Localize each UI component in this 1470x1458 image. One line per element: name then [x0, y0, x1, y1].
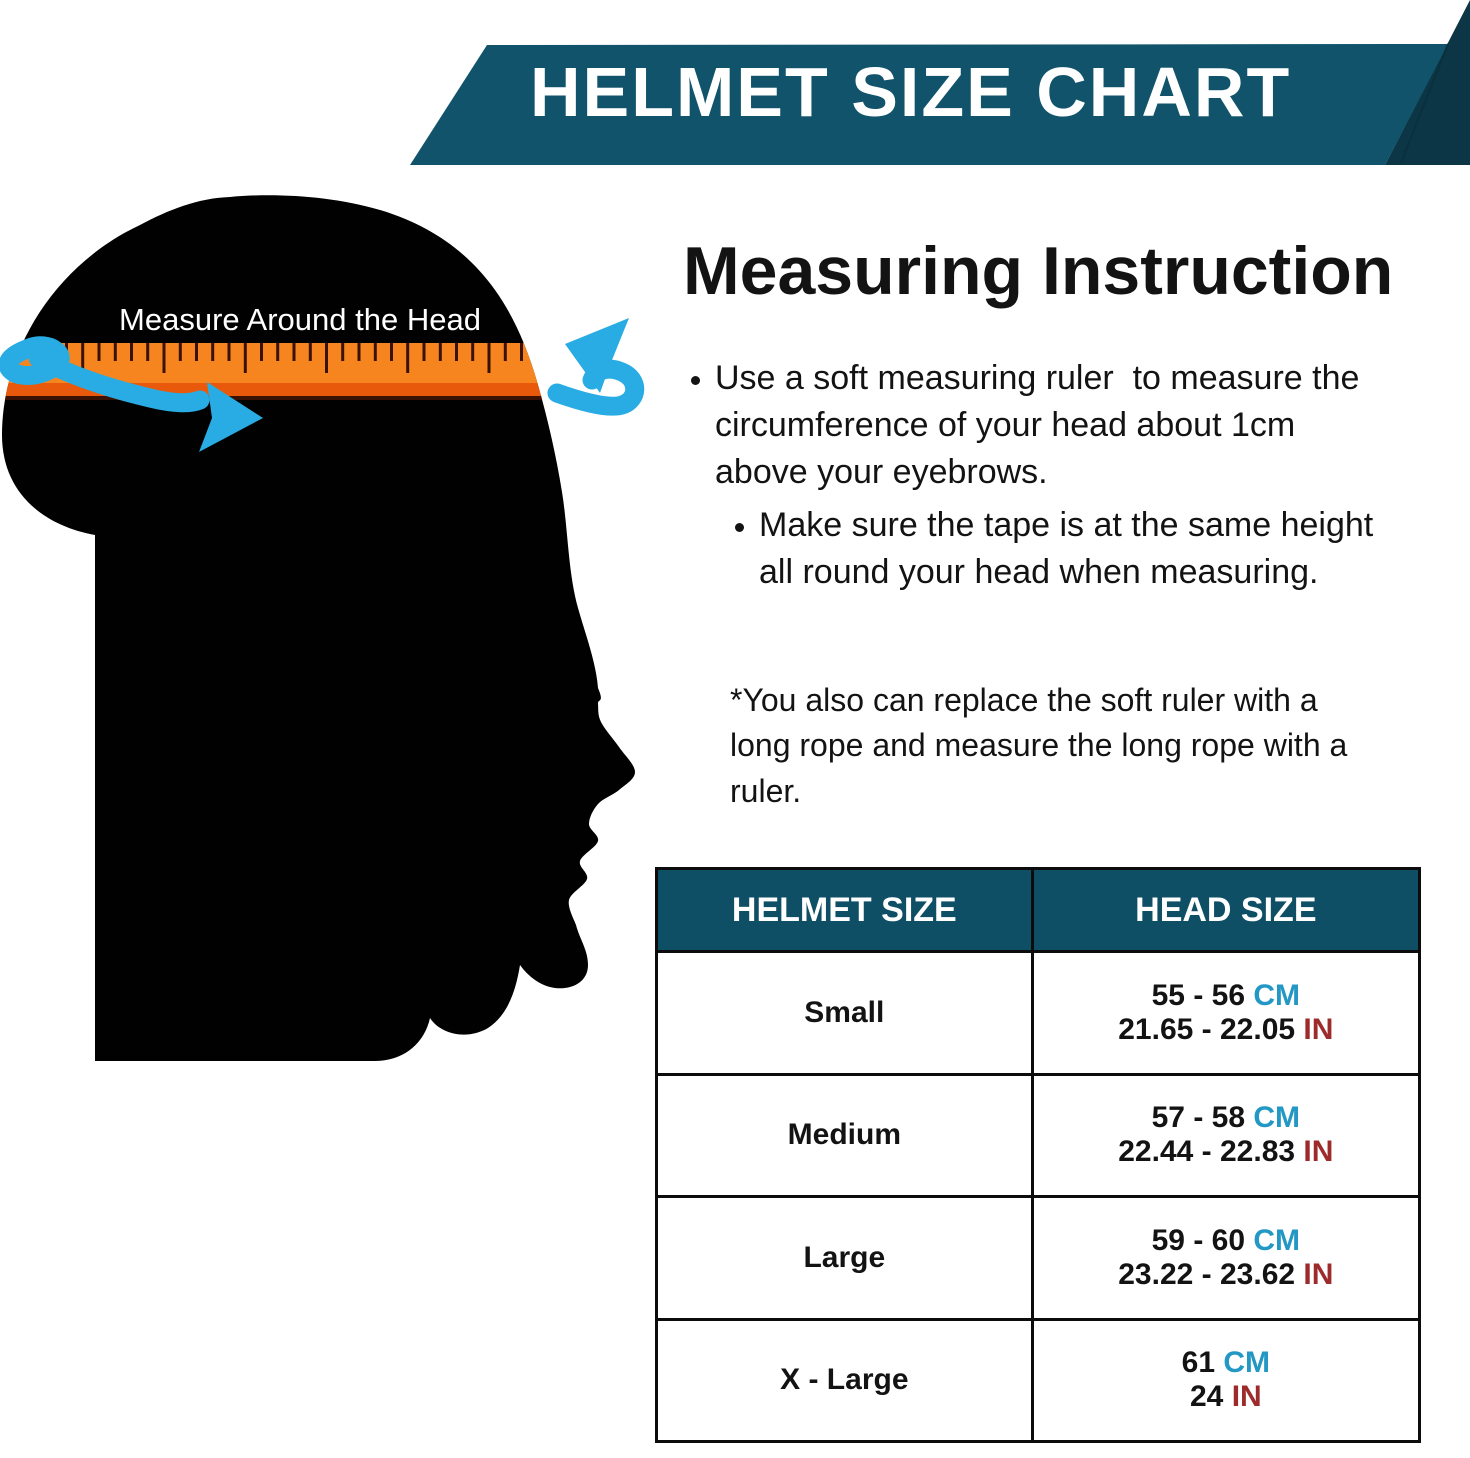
svg-text:Measure Around the Head: Measure Around the Head	[119, 302, 481, 337]
